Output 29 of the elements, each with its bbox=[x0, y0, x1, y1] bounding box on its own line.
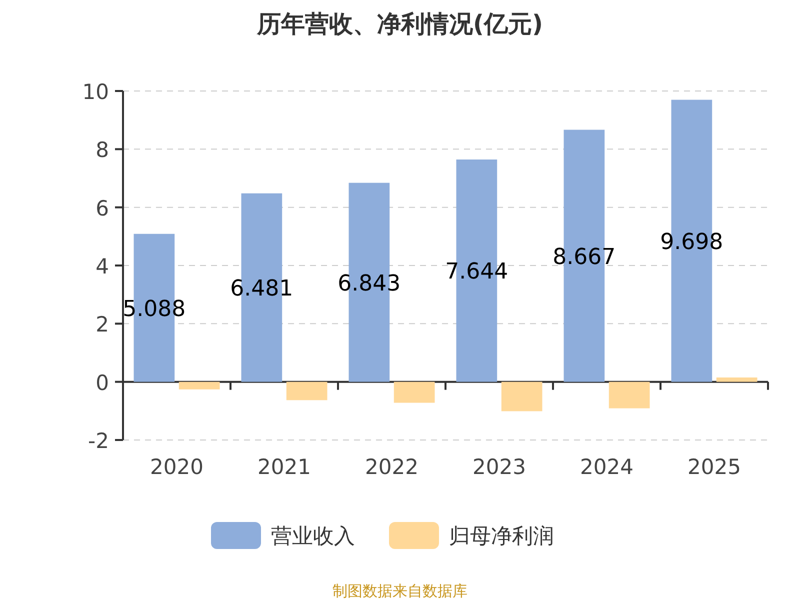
y-tick-label: 0 bbox=[96, 370, 109, 395]
data-label: 7.644 bbox=[445, 260, 508, 285]
data-label: 6.481 bbox=[230, 276, 294, 302]
x-tick-label: 2020 bbox=[150, 455, 204, 479]
y-tick-label: 8 bbox=[96, 138, 109, 162]
x-tick-label: 2025 bbox=[688, 455, 741, 479]
chart-title: 历年营收、净利情况(亿元) bbox=[256, 10, 543, 38]
x-tick-label: 2023 bbox=[472, 455, 526, 479]
x-tick-label: 2022 bbox=[365, 455, 418, 479]
y-tick-label: 6 bbox=[96, 196, 109, 220]
data-label: 5.088 bbox=[122, 296, 186, 322]
bar bbox=[178, 382, 220, 390]
legend-label: 营业收入 bbox=[271, 524, 355, 548]
y-tick-label: 10 bbox=[82, 80, 109, 104]
bar bbox=[394, 382, 435, 403]
data-label: 6.843 bbox=[338, 271, 401, 296]
legend-label: 归母净利润 bbox=[449, 524, 554, 548]
bar bbox=[716, 377, 758, 382]
x-tick-label: 2021 bbox=[258, 455, 311, 479]
y-tick-label: -2 bbox=[88, 429, 109, 453]
bar bbox=[286, 382, 328, 400]
data-label: 8.667 bbox=[552, 244, 616, 270]
x-tick-label: 2024 bbox=[580, 455, 634, 479]
text: 制图数据来自数据库 bbox=[332, 582, 468, 600]
bar bbox=[501, 382, 542, 412]
y-tick-label: 2 bbox=[96, 312, 109, 337]
data-label: 9.698 bbox=[660, 230, 724, 255]
bar bbox=[608, 382, 650, 408]
y-tick-label: 4 bbox=[96, 254, 109, 278]
